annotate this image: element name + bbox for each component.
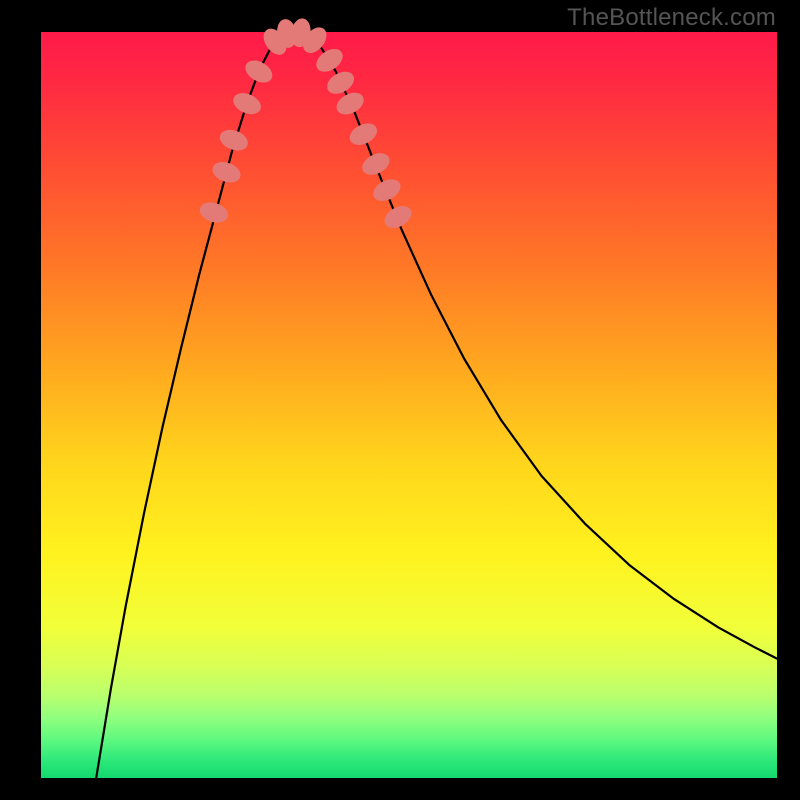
marker-bead <box>359 150 392 179</box>
marker-bead <box>381 202 414 232</box>
marker-bead <box>198 200 230 226</box>
watermark-text: TheBottleneck.com <box>567 4 776 32</box>
marker-bead <box>370 176 403 205</box>
marker-bead <box>242 57 275 87</box>
marker-bead <box>218 127 251 154</box>
marker-beads <box>198 17 415 231</box>
marker-bead <box>231 90 264 118</box>
v-curve <box>96 32 777 778</box>
curve-layer <box>41 32 777 778</box>
plot-area <box>41 32 777 778</box>
marker-bead <box>210 159 242 185</box>
marker-bead <box>347 120 380 149</box>
chart-stage: TheBottleneck.com <box>0 0 800 800</box>
